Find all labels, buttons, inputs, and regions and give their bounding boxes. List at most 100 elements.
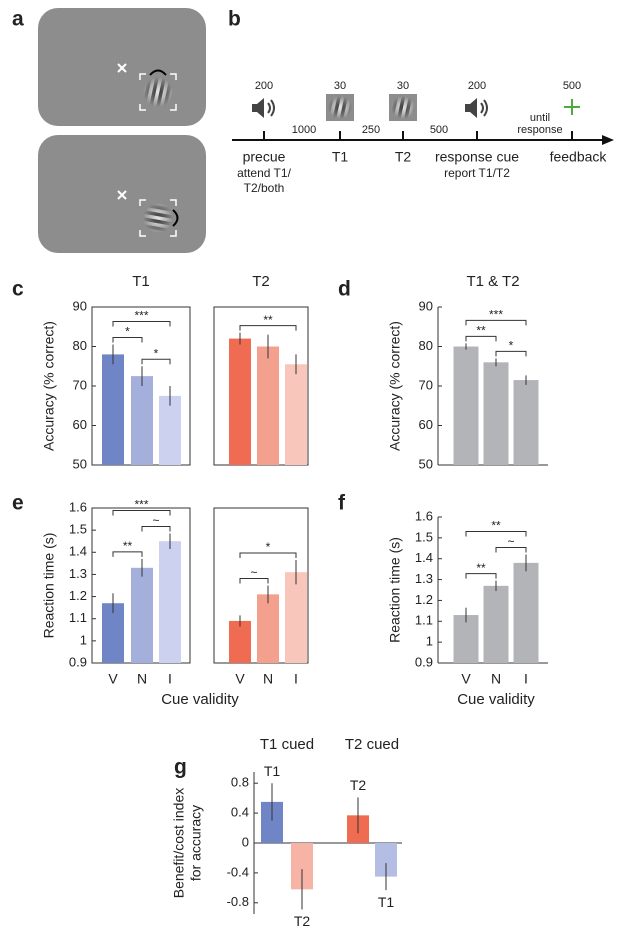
y-tick-label: 1.5	[69, 522, 87, 537]
y-tick-label: 1.4	[69, 544, 87, 559]
significance-label: ~	[250, 566, 257, 580]
bar	[159, 541, 181, 663]
y-tick-label: 60	[419, 417, 433, 432]
arrow-head	[602, 135, 614, 145]
bar	[291, 843, 313, 890]
event-ticks	[263, 131, 573, 140]
fixation	[117, 63, 127, 73]
feedback-plus	[564, 99, 580, 115]
y-tick-label: 0	[242, 834, 249, 849]
significance-label: ***	[134, 498, 148, 512]
y-tick-label: 0.9	[415, 654, 433, 669]
y-axis-label: for accuracy	[188, 805, 204, 881]
bar	[229, 620, 251, 663]
bar	[131, 567, 153, 663]
stimulus-display	[38, 135, 206, 253]
interval: until	[530, 112, 550, 124]
event-note: T2/both	[244, 181, 285, 195]
panel-label: b	[228, 8, 241, 31]
group-label: T1 cued	[260, 736, 314, 753]
y-tick-label: 50	[73, 456, 87, 471]
significance-label: *	[125, 325, 130, 339]
significance-label: **	[476, 324, 486, 338]
y-tick-label: 1	[426, 634, 433, 649]
bar	[285, 572, 307, 663]
event-label: T2	[395, 149, 412, 165]
event-note: attend T1/	[237, 166, 291, 180]
grating	[143, 203, 173, 233]
bar	[483, 362, 509, 465]
event-label: precue	[243, 149, 286, 165]
stimulus-display	[38, 8, 206, 126]
duration: 30	[334, 80, 346, 92]
significance-label: **	[491, 519, 501, 533]
chart-title: T1 & T2	[466, 273, 519, 290]
bar	[131, 376, 153, 465]
panel-label: f	[338, 492, 346, 515]
x-tick-label: N	[137, 671, 147, 687]
duration: 500	[563, 80, 581, 92]
y-tick-label: 1.3	[69, 566, 87, 581]
panel-label: a	[12, 8, 24, 31]
x-tick-label: I	[524, 671, 528, 687]
bar	[453, 346, 479, 465]
cue-arc	[149, 69, 167, 76]
panel-label: e	[12, 492, 24, 515]
y-tick-label: 1.6	[415, 508, 433, 523]
event-label: T1	[332, 149, 349, 165]
y-tick-label: 0.9	[69, 654, 87, 669]
bar	[102, 354, 124, 465]
speaker-icon	[465, 98, 488, 118]
significance-label: ***	[489, 308, 503, 322]
significance-bracket	[465, 319, 527, 326]
x-axis-label: Cue validity	[161, 691, 239, 708]
significance-label: **	[263, 313, 273, 327]
chart-title: T1	[132, 273, 150, 290]
x-tick-label: V	[235, 671, 245, 687]
bar	[513, 562, 539, 663]
significance-bracket	[239, 552, 297, 559]
significance-label: *	[154, 346, 159, 360]
significance-bracket	[239, 578, 269, 584]
y-axis-label: Reaction time (s)	[387, 537, 403, 643]
y-tick-label: 0.8	[231, 775, 249, 790]
y-tick-label: 60	[73, 417, 87, 432]
bar	[285, 364, 307, 465]
bar-label: T1	[378, 894, 395, 910]
placeholder	[139, 199, 177, 237]
significance-label: ~	[152, 514, 159, 528]
x-tick-label: N	[491, 671, 501, 687]
grating	[328, 96, 352, 119]
x-tick-label: I	[168, 671, 172, 687]
timeline: 200 30 30 200 500 1000 250 500 until res…	[232, 80, 614, 195]
x-tick-label: I	[294, 671, 298, 687]
significance-bracket	[465, 573, 497, 579]
y-tick-label: 1.2	[415, 592, 433, 607]
duration: 200	[255, 80, 273, 92]
y-tick-label: 50	[419, 456, 433, 471]
event-label: response cue	[435, 149, 519, 165]
bar	[375, 843, 397, 877]
significance-bracket	[465, 531, 527, 537]
bar	[513, 380, 539, 465]
significance-bracket	[112, 337, 143, 343]
y-tick-label: 80	[73, 338, 87, 353]
y-axis-label: Reaction time (s)	[41, 533, 57, 639]
y-tick-label: 80	[419, 338, 433, 353]
x-tick-label: N	[263, 671, 273, 687]
y-tick-label: 90	[419, 298, 433, 313]
significance-label: ***	[134, 309, 148, 323]
y-tick-label: 1.1	[415, 613, 433, 628]
placeholder	[139, 73, 177, 111]
significance-bracket	[112, 551, 143, 557]
y-tick-label: 70	[73, 377, 87, 392]
panel-label: d	[338, 278, 351, 301]
interval: 250	[362, 124, 380, 136]
bar	[257, 346, 279, 465]
significance-bracket	[112, 321, 171, 327]
speaker-icon	[252, 98, 275, 118]
significance-label: *	[509, 339, 514, 353]
significance-label: **	[123, 539, 133, 553]
duration: 200	[468, 80, 486, 92]
